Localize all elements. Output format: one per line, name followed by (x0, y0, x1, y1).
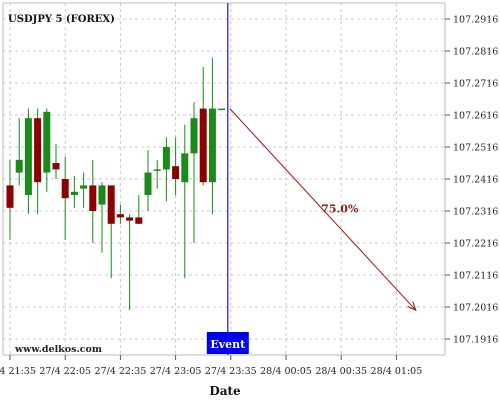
x-tick-label: 28/4 00:35 (315, 366, 367, 377)
x-tick-label: 27/4 23:05 (150, 366, 202, 377)
y-tick-label: 107.2816 (453, 47, 498, 58)
candle-body (98, 185, 106, 205)
y-tick-label: 107.2416 (453, 175, 498, 186)
y-axis: 107.1916 107.2016 107.2116 107.2216 107.2316… (445, 15, 498, 346)
x-axis-label: Date (209, 384, 241, 398)
candle-body (190, 118, 198, 154)
y-tick-label: 107.1916 (453, 335, 498, 346)
candle-body (107, 185, 115, 224)
chart-title: USDJPY 5 (FOREX) (8, 14, 115, 25)
candle-body (172, 166, 180, 179)
candle-body (61, 179, 69, 199)
y-tick-label: 107.2916 (453, 15, 498, 26)
x-tick-label: 28/4 01:05 (371, 366, 423, 377)
forecast-probability: 75.0% (321, 202, 359, 215)
candle-body (89, 185, 97, 211)
y-tick-label: 107.2316 (453, 207, 498, 218)
y-tick-label: 107.2516 (453, 143, 498, 154)
candle-body (70, 191, 78, 195)
candle-body (24, 118, 32, 195)
candle-body (153, 169, 161, 171)
candle-body (52, 163, 60, 170)
candles (6, 57, 226, 311)
candle-body (144, 172, 152, 195)
candle-body (15, 159, 23, 173)
grid (3, 3, 445, 355)
candle-body (181, 153, 189, 183)
candle-body (43, 111, 51, 173)
event-marker: Event (206, 3, 249, 355)
x-tick-label: 27/4 22:35 (95, 366, 147, 377)
forecast-arrow: 75.0% (229, 108, 417, 312)
y-tick-label: 107.2616 (453, 111, 498, 122)
watermark: www.delkos.com (14, 344, 102, 355)
candle-body (218, 108, 226, 111)
candle-body (34, 118, 42, 183)
y-tick-label: 107.2016 (453, 303, 498, 314)
candle-body (80, 185, 88, 189)
event-label: Event (210, 338, 246, 351)
candle-body (116, 214, 124, 218)
candle-body (6, 185, 14, 208)
candle-body (162, 147, 170, 170)
x-tick-label: 27/4 21:35 (0, 366, 36, 377)
x-tick-label: 27/4 23:35 (205, 366, 257, 377)
candle-body (199, 108, 207, 183)
y-tick-label: 107.2216 (453, 239, 498, 250)
forecast-line (229, 108, 417, 311)
x-tick-label: 28/4 00:05 (260, 366, 312, 377)
y-tick-label: 107.2716 (453, 79, 498, 90)
candle-body (126, 217, 134, 221)
y-tick-label: 107.2116 (453, 271, 498, 282)
event-box (206, 332, 249, 354)
candle-body (135, 217, 143, 224)
x-tick-label: 27/4 22:05 (39, 366, 91, 377)
forecast-arrowhead (407, 301, 417, 312)
candle-body (208, 108, 216, 183)
